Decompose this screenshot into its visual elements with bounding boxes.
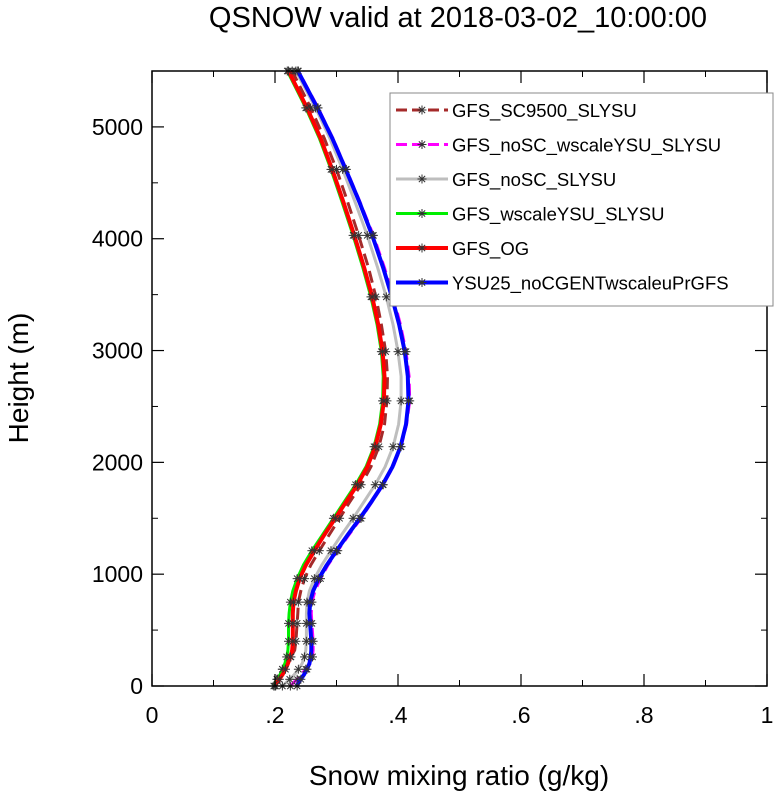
series-point: [367, 292, 377, 302]
ticks-layer: 0 .2 .4 .6 .8 1 0 1000 2000 3000 4000 5000: [92, 71, 774, 728]
series-point: [295, 574, 305, 584]
x-axis-label: Snow mixing ratio (g/kg): [309, 760, 609, 791]
series-point: [274, 674, 284, 684]
series-point: [379, 396, 389, 406]
series-point: [305, 597, 315, 607]
series-point: [314, 574, 324, 584]
series-point: [396, 396, 406, 406]
y-tick-label: 3000: [92, 338, 143, 364]
series-point: [285, 674, 295, 684]
series-point: [349, 230, 359, 240]
legend-marker: [417, 278, 427, 287]
series-point: [309, 546, 319, 556]
series-point: [293, 664, 303, 674]
series-0: [270, 66, 392, 691]
y-tick-label: 0: [130, 673, 143, 699]
series-point: [306, 652, 316, 662]
legend-label: GFS_SC9500_SLYSU: [452, 100, 637, 122]
series-point: [400, 347, 410, 357]
legend-marker: [417, 174, 427, 184]
series-point: [395, 442, 405, 452]
series-point: [378, 347, 388, 357]
chart-title: QSNOW valid at 2018-03-02_10:00:00: [209, 2, 707, 34]
series-point: [352, 480, 362, 490]
series-point: [305, 618, 315, 628]
legend-marker: [417, 105, 427, 115]
y-tick-label: 5000: [92, 114, 143, 140]
legend-marker: [417, 140, 427, 149]
x-tick-label: .4: [388, 702, 407, 728]
legend-entry: GFS_OG: [396, 238, 529, 260]
legend-box: [389, 92, 774, 307]
legend-label: GFS_wscaleYSU_SLYSU: [452, 204, 665, 226]
y-axis-label: Height (m): [3, 313, 34, 444]
legend-label: GFS_noSC_wscaleYSU_SLYSU: [452, 135, 721, 157]
series-layer: [269, 66, 415, 691]
y-tick-label: 2000: [92, 449, 143, 475]
series-point: [367, 230, 377, 240]
series-point: [302, 103, 312, 113]
series-point: [341, 164, 351, 174]
legend-entry: GFS_noSC_wscaleYSU_SLYSU: [396, 135, 721, 157]
legend-entry: GFS_SC9500_SLYSU: [396, 100, 637, 122]
series-point: [355, 513, 365, 523]
x-tick-label: .8: [634, 702, 653, 728]
series-point: [288, 618, 298, 628]
x-tick-label: .6: [511, 702, 530, 728]
x-tick-label: .2: [265, 702, 284, 728]
series-point: [378, 480, 388, 490]
series-4: [271, 66, 389, 691]
legend-entry: GFS_noSC_SLYSU: [396, 169, 616, 191]
series-point: [280, 664, 290, 674]
series-point: [302, 664, 312, 674]
series-point: [327, 164, 337, 174]
series-point: [288, 636, 298, 646]
legend-entry: GFS_wscaleYSU_SLYSU: [396, 204, 665, 226]
legend-marker: [417, 209, 427, 218]
legend-label: GFS_noSC_SLYSU: [452, 169, 616, 191]
y-tick-label: 1000: [92, 561, 143, 587]
legend-label: YSU25_noCGENTwscaleuPrGFS: [452, 273, 729, 295]
y-tick-label: 4000: [92, 226, 143, 252]
legend-entry: YSU25_noCGENTwscaleuPrGFS: [396, 273, 729, 295]
series-point: [403, 396, 413, 406]
series-point: [288, 597, 298, 607]
series-5: [292, 66, 413, 691]
series-point: [312, 103, 322, 113]
x-tick-label: 0: [146, 702, 159, 728]
series-point: [330, 513, 340, 523]
series-point: [285, 652, 295, 662]
series-point: [306, 636, 316, 646]
series-point: [326, 546, 336, 556]
legend: GFS_SC9500_SLYSU GFS_noSC_wscaleYSU_SLYSU…: [389, 92, 774, 307]
series-line: [273, 70, 389, 686]
series-point: [332, 546, 341, 556]
series-point: [370, 442, 380, 452]
x-tick-label: 1: [761, 702, 774, 728]
legend-label: GFS_OG: [452, 238, 529, 260]
series-point: [296, 674, 306, 684]
legend-marker: [417, 243, 427, 253]
